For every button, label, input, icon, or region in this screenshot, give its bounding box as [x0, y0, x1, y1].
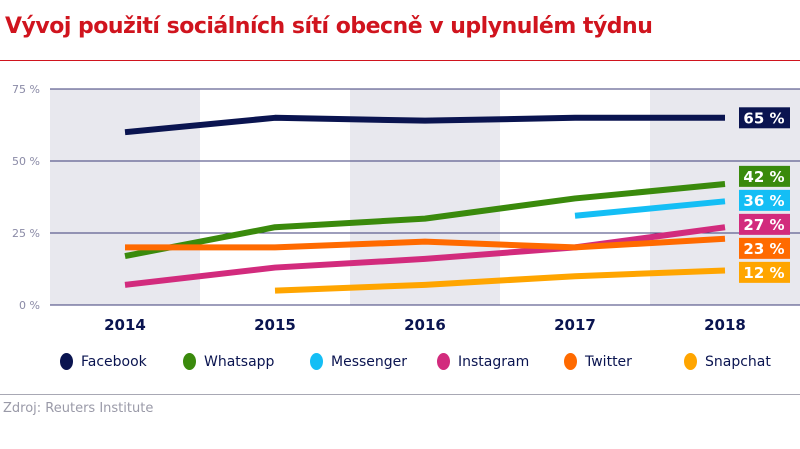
y-tick-label: 50 % [12, 155, 40, 168]
end-label-box-instagram [739, 213, 790, 235]
x-tick-label: 2015 [254, 316, 296, 334]
legend-item-whatsapp: Whatsapp [183, 353, 274, 370]
line-chart: 0 % 25 % 50 % 75 % 2014 2015 2016 2017 2018 65 % 4… [12, 83, 800, 334]
bottom-divider [0, 394, 800, 395]
end-label-box-whatsapp [739, 165, 790, 187]
series-line-twitter [125, 235, 726, 251]
end-label-snapchat: 12 % [743, 264, 784, 282]
legend-item-snapchat: Snapchat [684, 353, 771, 370]
source-note: Zdroj: Reuters Institute [3, 401, 154, 416]
legend-item-twitter: Twitter [564, 353, 632, 370]
title-divider [0, 60, 800, 61]
series-line-whatsapp [124, 181, 726, 259]
y-tick-label: 75 % [12, 83, 40, 96]
band-2014 [50, 89, 200, 305]
x-tick-label: 2017 [554, 316, 596, 334]
end-label-box-twitter [739, 237, 790, 259]
y-tick-label: 25 % [12, 227, 40, 240]
chart-title: Vývoj použití sociálních sítí obecně v u… [5, 14, 653, 39]
legend-dot-icon [183, 353, 196, 370]
series-line-facebook [124, 114, 725, 136]
end-label-instagram: 27 % [743, 216, 784, 234]
legend-label: Instagram [458, 353, 530, 370]
series-line-instagram [124, 224, 726, 288]
legend-label: Twitter [585, 353, 632, 370]
legend-label: Facebook [81, 353, 147, 370]
legend-dot-icon [437, 353, 450, 370]
legend-dot-icon [60, 353, 73, 370]
end-label-box-facebook [739, 107, 790, 129]
legend-dot-icon [684, 353, 697, 370]
x-tick-label: 2018 [704, 316, 746, 334]
end-label-box-snapchat [739, 261, 790, 283]
end-label-messenger: 36 % [743, 192, 784, 210]
legend-dot-icon [564, 353, 577, 370]
x-tick-label: 2014 [104, 316, 146, 334]
legend-item-messenger: Messenger [310, 353, 407, 370]
legend-label: Snapchat [705, 353, 771, 370]
y-tick-label: 0 % [19, 299, 40, 312]
end-label-whatsapp: 42 % [743, 168, 784, 186]
x-tick-label: 2016 [404, 316, 446, 334]
legend-item-facebook: Facebook [60, 353, 147, 370]
band-2016 [350, 89, 500, 305]
end-label-twitter: 23 % [743, 240, 784, 258]
end-label-facebook: 65 % [743, 109, 784, 127]
series-line-messenger [574, 198, 726, 219]
legend-label: Messenger [331, 353, 408, 370]
series-line-snapchat [274, 267, 726, 294]
legend-label: Whatsapp [204, 353, 275, 370]
legend-dot-icon [310, 353, 323, 370]
legend-item-instagram: Instagram [437, 353, 529, 370]
end-label-box-messenger [739, 189, 790, 211]
